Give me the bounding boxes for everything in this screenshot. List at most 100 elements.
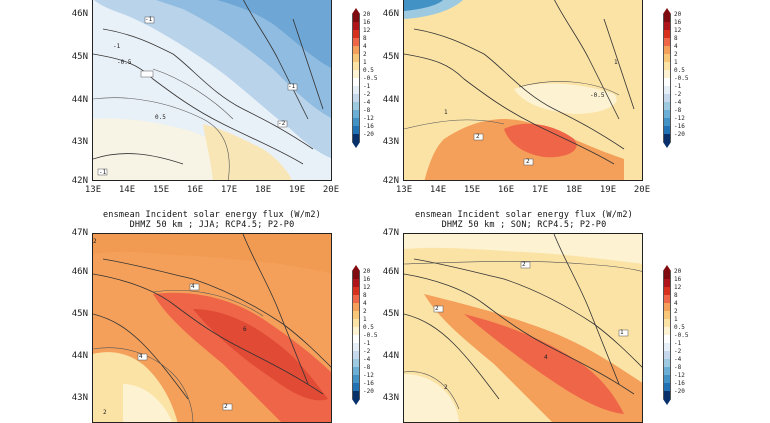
- colorbar-tick-label: 16: [674, 276, 682, 283]
- contour-label: 4: [139, 353, 143, 360]
- colorbar-tick-label: -4: [363, 99, 371, 106]
- colorbar-tick-label: -1: [674, 340, 682, 347]
- colorbar-segment: [663, 134, 671, 142]
- colorbar-segment: [352, 367, 360, 375]
- colorbar-segment: [352, 295, 360, 303]
- colorbar-segment: [352, 335, 360, 343]
- colorbar-segment: [663, 359, 671, 367]
- map-panel-bottom-left: 2 4 6 4 2 2: [92, 233, 332, 423]
- panel-title-bottom-right: ensmean Incident solar energy flux (W/m2…: [414, 210, 633, 230]
- colorbar-tick-label: -12: [674, 372, 685, 379]
- colorbar-tick-label: -1: [363, 83, 371, 90]
- colorbar-tick-label: 4: [674, 43, 678, 50]
- colorbar-tick-label: -4: [363, 356, 371, 363]
- contour-label: 2: [435, 305, 439, 312]
- colorbar-tick-label: -8: [674, 364, 682, 371]
- colorbar-segment: [663, 78, 671, 86]
- colorbar-tick-label: 2: [363, 308, 367, 315]
- colorbar-tick-label: -2: [363, 348, 371, 355]
- colorbar-tick-label: 0.5: [363, 67, 374, 74]
- colorbar-arrow-top: [663, 8, 671, 14]
- colorbar-tick-label: -1: [674, 83, 682, 90]
- colorbar-tick-label: -8: [363, 364, 371, 371]
- colorbar-tick-label: 16: [674, 19, 682, 26]
- contour-label: -1: [288, 83, 296, 90]
- contour-label: 2: [103, 409, 107, 416]
- colorbar-segment: [352, 134, 360, 142]
- colorbar-tick-label: 0.5: [674, 67, 685, 74]
- colorbar-segment: [352, 319, 360, 327]
- colorbar-segment: [663, 38, 671, 46]
- colorbar-segment: [663, 383, 671, 391]
- colorbar-tick-label: 12: [363, 284, 371, 291]
- colorbar-tick-label: 1: [674, 316, 678, 323]
- colorbar-tick-label: -16: [363, 380, 374, 387]
- colorbar-tick-label: -4: [674, 356, 682, 363]
- colorbar-bottom-right: 20 16 12 8 4 2 1 0.5 -0.5 -1 -2 -4 -8 -12 -16 -20: [663, 265, 693, 405]
- contour-label: 2: [476, 133, 480, 140]
- colorbar-tick-label: -20: [674, 131, 685, 138]
- colorbar-segment: [352, 311, 360, 319]
- colorbar-tick-label: 1: [674, 59, 678, 66]
- colorbar-tick-label: -12: [363, 372, 374, 379]
- colorbar-segment: [663, 351, 671, 359]
- colorbar-segment: [352, 327, 360, 335]
- colorbar-segment: [352, 110, 360, 118]
- colorbar-top-right: 20 16 12 8 4 2 1 0.5 -0.5 -1 -2 -4 -8 -12 -16 -20: [663, 8, 693, 148]
- colorbar-tick-label: 12: [674, 284, 682, 291]
- colorbar-tick-label: 2: [674, 51, 678, 58]
- colorbar-tick-label: -16: [674, 123, 685, 130]
- colorbar-segment: [663, 335, 671, 343]
- colorbar-bottom-left: 20 16 12 8 4 2 1 0.5 -0.5 -1 -2 -4 -8 -12 -16 -20: [352, 265, 382, 405]
- colorbar-tick-label: -12: [363, 115, 374, 122]
- colorbar-arrow-bottom: [663, 399, 671, 405]
- colorbar-segment: [352, 359, 360, 367]
- colorbar-segment: [663, 14, 671, 22]
- colorbar-segment: [352, 30, 360, 38]
- colorbar-segment: [663, 303, 671, 311]
- colorbar-tick-label: 0.5: [674, 324, 685, 331]
- colorbar-tick-label: -2: [363, 91, 371, 98]
- colorbar-segment: [663, 287, 671, 295]
- colorbar-segment: [352, 102, 360, 110]
- colorbar-tick-label: 16: [363, 19, 371, 26]
- colorbar-arrow-bottom: [352, 399, 360, 405]
- colorbar-tick-label: 8: [674, 292, 678, 299]
- colorbar-tick-label: 2: [674, 308, 678, 315]
- colorbar-segment: [663, 295, 671, 303]
- colorbar-tick-label: -16: [674, 380, 685, 387]
- colorbar-segment: [663, 46, 671, 54]
- colorbar-tick-label: -20: [363, 388, 374, 395]
- colorbar-segment: [663, 271, 671, 279]
- colorbar-segment: [663, 375, 671, 383]
- contour-label: -0.5: [117, 59, 132, 66]
- colorbar-tick-label: -12: [674, 115, 685, 122]
- colorbar-segment: [352, 62, 360, 70]
- colorbar-tick-label: 20: [363, 268, 371, 275]
- colorbar-segment: [663, 94, 671, 102]
- colorbar-segment: [352, 94, 360, 102]
- contour-label: 2: [93, 238, 97, 245]
- colorbar-tick-label: -2: [674, 91, 682, 98]
- colorbar-tick-label: 4: [363, 43, 367, 50]
- colorbar-tick-label: -0.5: [674, 332, 689, 339]
- colorbar-segment: [663, 391, 671, 399]
- colorbar-tick-label: -20: [363, 131, 374, 138]
- contour-label: 2: [522, 261, 526, 268]
- contour-label: 6: [243, 326, 247, 333]
- colorbar-tick-label: -0.5: [674, 75, 689, 82]
- colorbar-segment: [352, 14, 360, 22]
- colorbar-arrow-top: [352, 8, 360, 14]
- colorbar-segment: [663, 343, 671, 351]
- colorbar-arrow-top: [663, 265, 671, 271]
- colorbar-segment: [352, 287, 360, 295]
- colorbar-tick-label: 16: [363, 276, 371, 283]
- colorbar-segment: [663, 70, 671, 78]
- colorbar-segment: [352, 391, 360, 399]
- colorbar-segment: [352, 343, 360, 351]
- colorbar-segment: [663, 62, 671, 70]
- colorbar-segment: [352, 86, 360, 94]
- panel-title-bottom-left: ensmean Incident solar energy flux (W/m2…: [102, 210, 321, 230]
- colorbar-segment: [352, 78, 360, 86]
- colorbar-segment: [663, 319, 671, 327]
